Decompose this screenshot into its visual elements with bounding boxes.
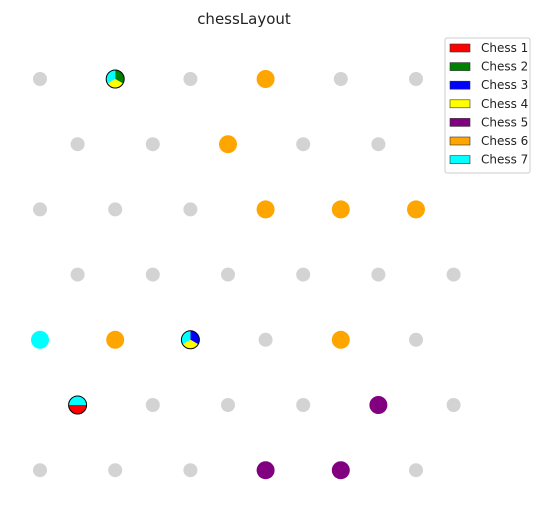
legend-swatch [449,99,471,109]
empty-point [33,202,47,217]
legend-swatch [449,43,471,53]
empty-point [108,463,123,478]
chess-point-6 [219,135,237,154]
mixed-point-outline [105,69,125,89]
legend-label: Chess 7 [481,153,528,167]
chess-point-7 [31,330,49,349]
legend-label: Chess 2 [481,60,528,74]
empty-point [296,398,311,412]
empty-point [70,137,85,152]
legend-label: Chess 4 [481,97,528,111]
legend-label: Chess 3 [481,78,528,92]
chess-point-5 [331,461,350,480]
legend-label: Chess 6 [481,134,528,148]
empty-point [296,267,311,282]
empty-point [70,267,85,282]
chess-point-6 [407,200,425,219]
chess-slice-4 [182,339,199,349]
legend: Chess 1 Chess 2 Chess 3 Chess 4 Chess 5 Chess… [444,37,531,174]
empty-point [108,202,123,217]
empty-point [183,463,198,478]
chess-point-6 [331,330,350,349]
empty-point [221,267,235,282]
chess-point-6 [331,200,350,219]
chess-slice-4 [107,79,123,88]
empty-point [409,463,423,478]
chess-point-6 [106,330,125,349]
empty-point [145,267,160,282]
empty-point [446,398,461,412]
chess-slice-7 [68,396,87,405]
chart-title: chessLayout [197,10,291,28]
legend-swatch [449,118,471,127]
legend-swatch [449,80,471,90]
empty-point [145,398,160,412]
legend-label: Chess 1 [481,41,528,55]
mixed-point-outline [68,395,88,415]
empty-point [145,137,160,152]
empty-point [409,72,423,86]
mixed-point-outline [180,330,200,350]
empty-point [33,463,47,478]
chess-point-6 [256,70,275,88]
board-points [31,69,461,480]
empty-point [446,267,461,282]
empty-point [409,332,423,347]
chess-point-6 [256,200,275,219]
mixed-point [180,330,200,350]
legend-swatch [449,155,471,164]
legend-swatch [449,62,471,71]
empty-point [33,72,47,86]
empty-point [371,137,386,152]
empty-point [296,137,311,152]
mixed-point [68,395,88,415]
legend-swatch [449,136,471,146]
empty-point [333,72,348,86]
chess-slice-1 [68,405,87,414]
mixed-point [105,69,125,89]
chess-point-5 [256,461,275,480]
legend-items: Chess 1 Chess 2 Chess 3 Chess 4 Chess 5 Chess… [449,41,528,167]
empty-point [183,202,198,217]
empty-point [183,72,198,86]
empty-point [221,398,235,412]
legend-label: Chess 5 [481,115,528,129]
empty-point [258,332,273,347]
chess-point-5 [369,396,388,414]
empty-point [371,267,386,282]
